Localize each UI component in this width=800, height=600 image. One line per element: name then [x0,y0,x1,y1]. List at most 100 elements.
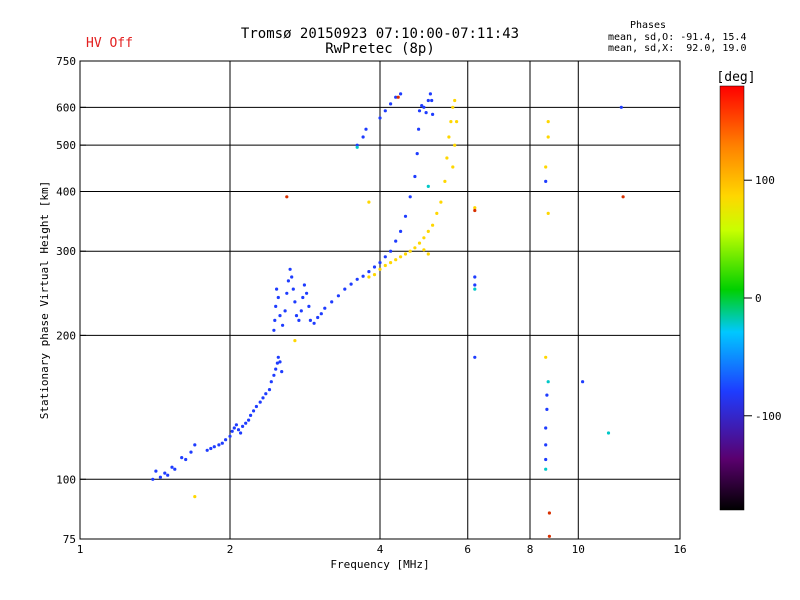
data-point [408,195,412,199]
data-point [453,98,457,103]
y-tick-label: 750 [56,55,76,68]
data-point [545,393,549,397]
data-point [439,200,443,204]
data-point [364,127,368,131]
data-point [383,255,387,259]
data-point [396,95,400,99]
data-point [449,120,453,124]
data-point [378,116,382,120]
data-point [367,270,371,274]
data-point [224,438,228,442]
data-point [422,248,426,252]
data-point [399,92,403,96]
chart-title: Tromsø 20150923 07:10:00-07:11:43 [240,26,520,42]
data-point [158,475,162,479]
data-point [230,429,234,433]
data-point [316,315,320,320]
data-point [281,323,285,327]
data-point [473,206,477,210]
data-point [275,287,279,291]
data-point [417,241,422,245]
data-point [544,355,548,359]
data-point [546,380,550,384]
data-point [455,120,459,124]
data-point [581,380,585,384]
data-point [544,165,548,169]
y-tick-label: 300 [56,245,76,258]
data-point [299,309,303,313]
data-point [312,321,316,325]
data-point [389,261,393,265]
data-point [247,418,251,422]
data-point [473,283,477,287]
data-point [547,511,552,515]
data-point [276,295,280,300]
data-point [180,456,184,460]
data-point [264,392,268,396]
hv-status-label: HV Off [86,36,133,51]
data-point [426,98,430,103]
data-point [546,211,550,215]
data-point [431,112,435,116]
data-point [473,355,477,359]
plot-frame [79,60,681,540]
x-axis-label: Frequency [MHz] [330,558,429,571]
data-point [220,441,224,445]
data-point [276,355,280,359]
data-point [275,361,279,365]
data-point [244,421,248,425]
data-point [445,156,449,160]
phase-stats-o-mode: mean, sd,O: -91.4, 15.4 [608,32,747,43]
data-point [473,275,477,279]
data-point [239,431,243,435]
data-point [422,236,426,240]
data-point [290,275,294,279]
data-point [258,400,262,404]
data-point [336,294,340,298]
data-point [447,135,451,139]
y-tick-label: 500 [56,139,76,152]
data-point [367,200,371,204]
data-point [361,135,365,139]
data-point [293,300,297,304]
data-point [293,339,297,343]
data-point [228,434,232,438]
data-point [193,495,197,499]
data-point [394,95,398,99]
y-tick-label: 100 [56,473,76,486]
data-point [319,312,323,316]
colorbar [719,85,745,511]
data-point [330,300,334,304]
data-point [426,184,430,188]
data-points [151,92,625,538]
data-point [285,195,289,199]
data-point [236,428,241,432]
data-point [291,287,295,291]
data-point [547,534,552,538]
data-point [383,263,387,268]
data-point [426,229,430,233]
phase-stats-x-mode: mean, sd,X: 92.0, 19.0 [608,43,747,54]
chart-subtitle: RwPretec (8p) [325,41,435,57]
data-point [272,328,276,332]
data-point [170,465,174,469]
x-tick-label: 6 [464,543,471,556]
data-point [308,318,312,322]
data-point [389,249,393,253]
data-point [261,396,265,400]
data-point [234,423,238,427]
colorbar-tick-label: 0 [755,292,762,305]
x-tick-label: 8 [527,543,534,556]
data-point [254,404,258,409]
data-point [163,471,167,475]
data-point [301,295,305,300]
data-point [544,467,548,471]
data-point [151,477,155,481]
data-point [544,457,548,462]
data-point [154,469,158,473]
data-point [205,448,209,452]
x-tick-label: 4 [377,543,384,556]
data-point [394,258,398,262]
data-point [606,431,611,435]
